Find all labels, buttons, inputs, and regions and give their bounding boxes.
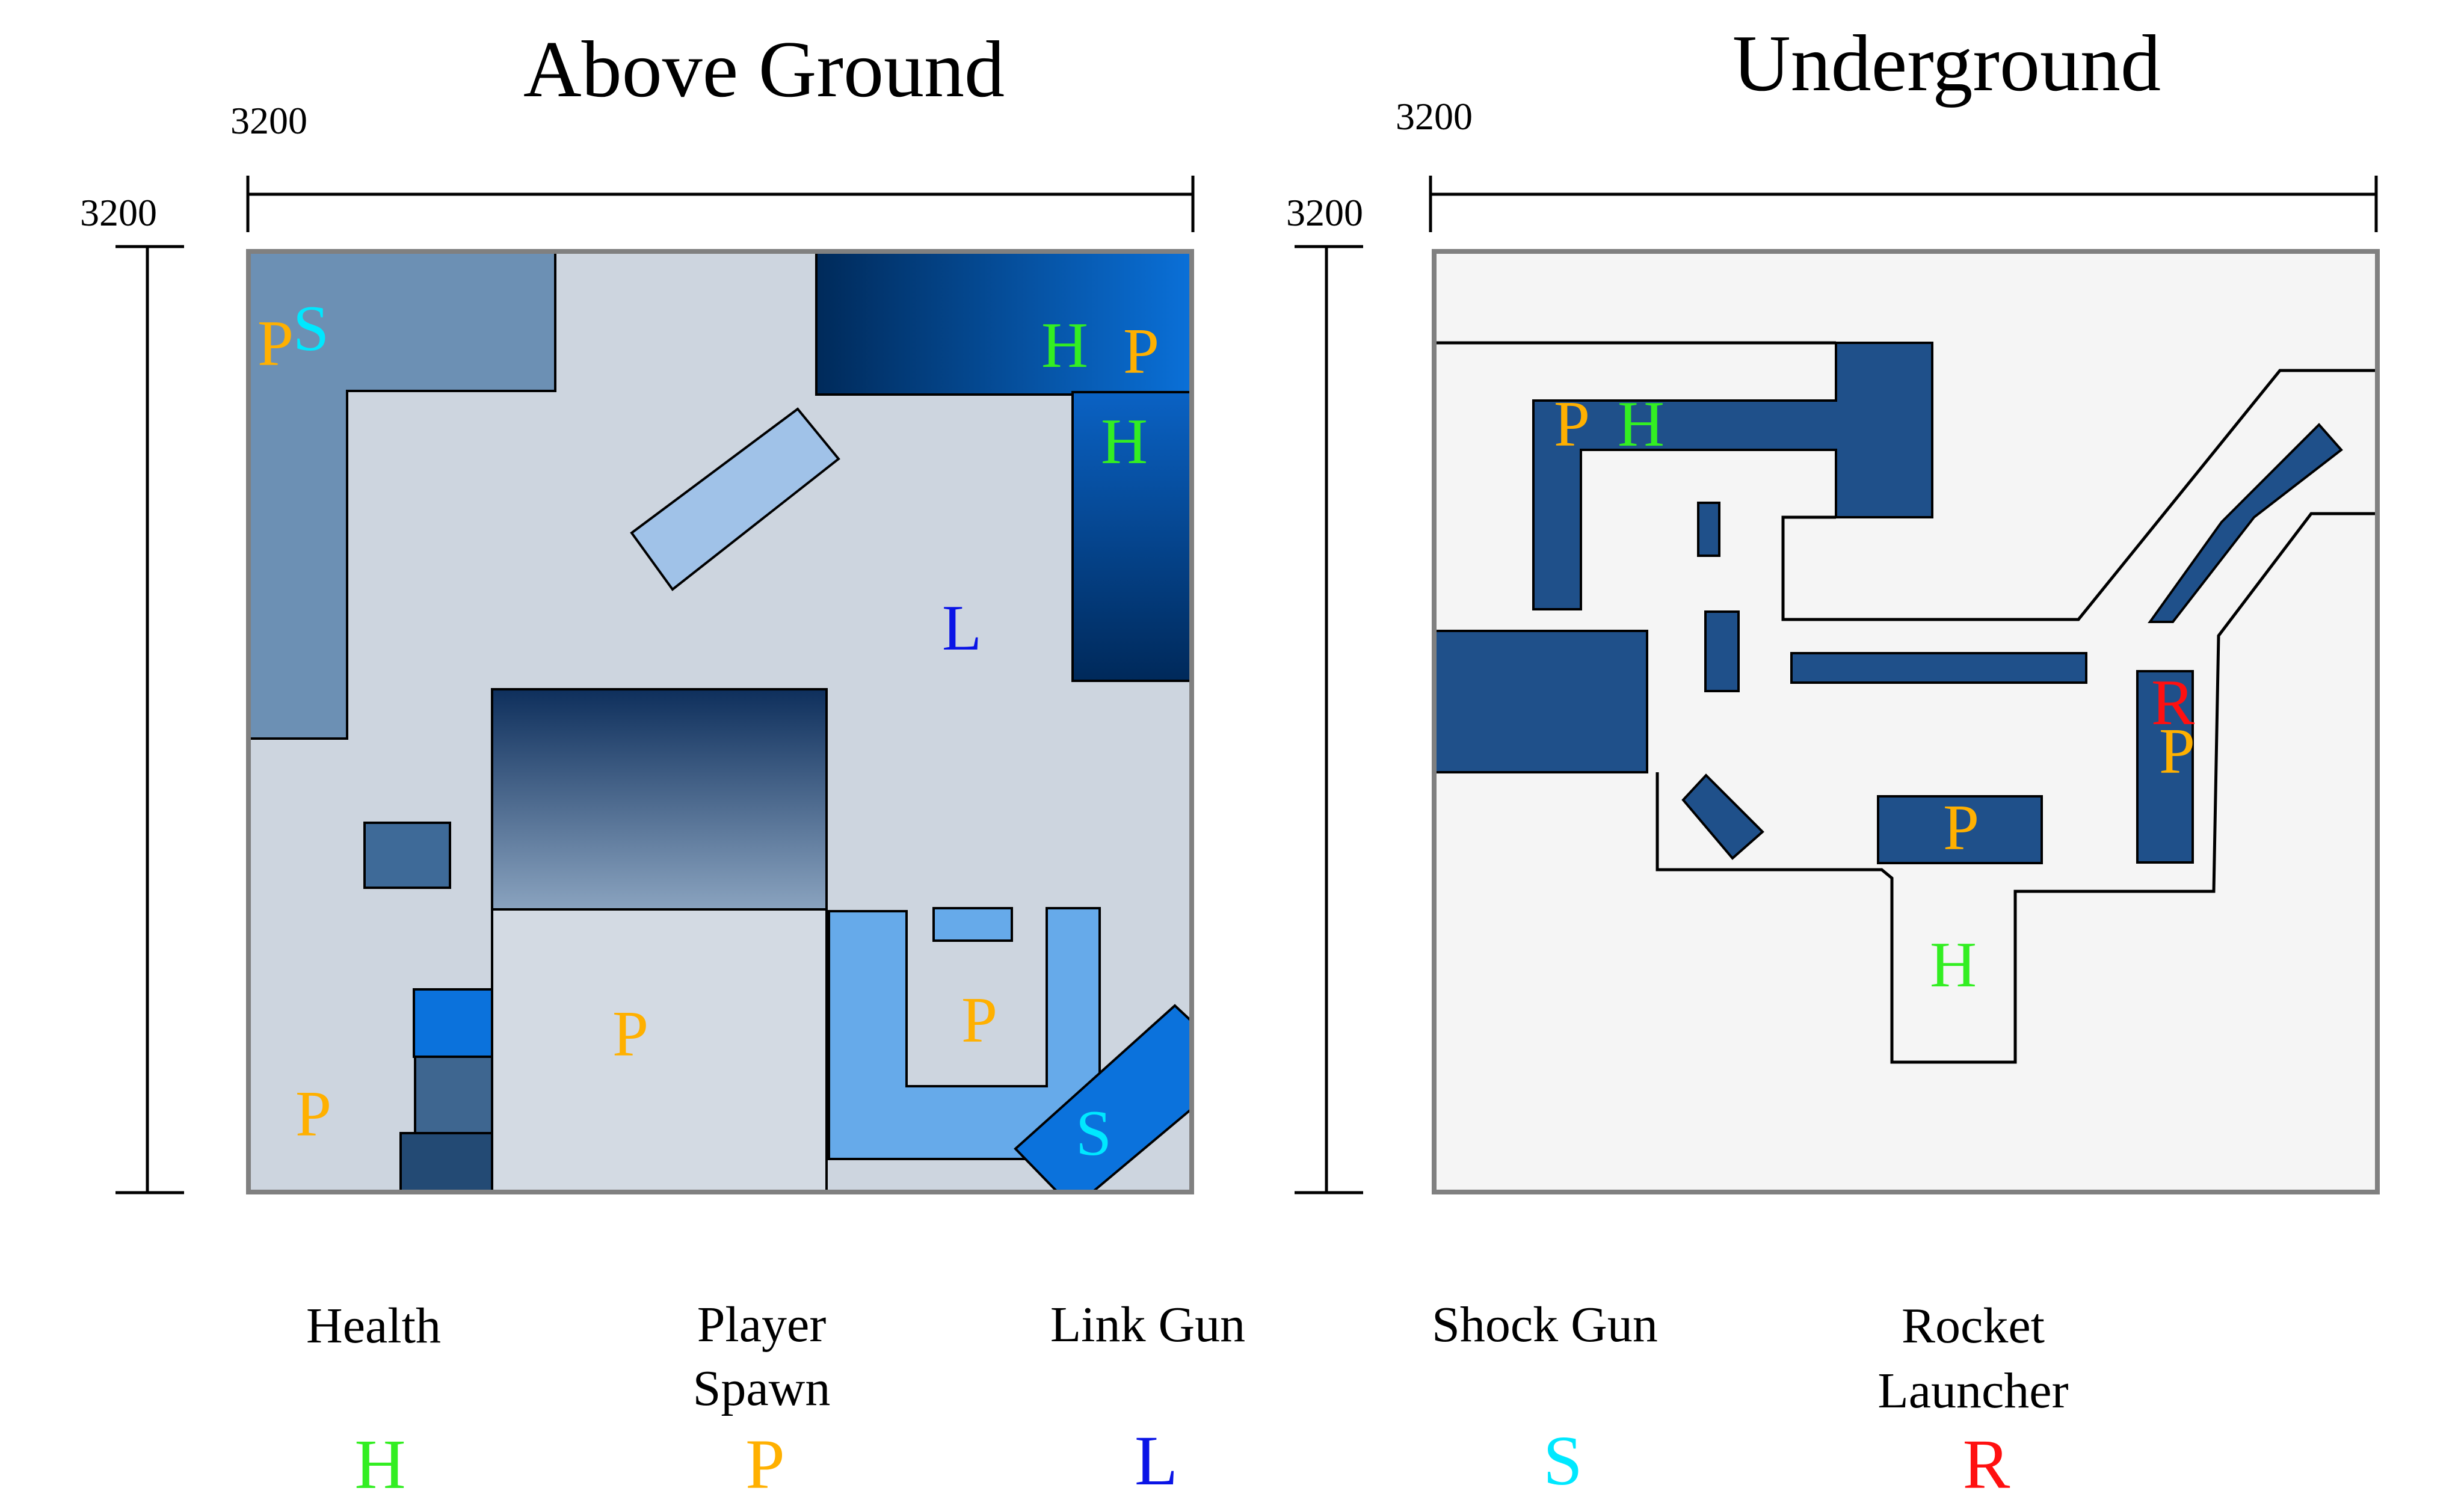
marker-player-spawn: P [1123,316,1159,387]
above-width-label: 3200 [230,99,307,142]
legend: Health H Player Spawn P Link Gun L Shock… [306,1297,2069,1500]
marker-link-gun: L [942,592,982,664]
above-ground-map [246,249,1194,1194]
under-diagonal-ramp [2148,423,2343,623]
above-small-ledge [932,907,1013,942]
under-diamond-block [1681,773,1764,860]
above-center-building [491,688,828,911]
legend-item-shock-gun: Shock Gun S [1432,1297,1658,1500]
legend-label: Player [697,1297,827,1353]
marker-player-spawn: P [961,985,997,1056]
legend-label: Launcher [1877,1363,2068,1419]
legend-label: Rocket [1902,1298,2045,1354]
legend-item-health: Health H [306,1298,441,1500]
above-width-dimension: 3200 [230,99,1195,232]
under-spawn-block [1877,795,2043,864]
marker-health: H [1101,406,1148,478]
marker-health: H [1930,929,1977,1001]
legend-symbol-health: H [354,1425,405,1500]
under-map-frame [1432,249,2380,1194]
above-stack-top [413,988,493,1058]
legend-item-player-spawn: Player Spawn P [693,1297,831,1500]
under-height-label: 3200 [1286,191,1363,234]
under-small-block-2 [1704,610,1740,692]
marker-player-spawn: P [2159,716,2195,787]
above-height-dimension: 3200 [80,191,184,1194]
marker-player-spawn: P [1554,389,1590,460]
legend-symbol-shock: S [1543,1421,1583,1500]
above-right-column-building [1071,391,1193,682]
above-bottom-center-area [491,908,828,1193]
under-height-dimension: 3200 [1286,191,1363,1194]
under-l-shaped-block [1532,342,1933,610]
legend-item-link-gun: Link Gun L [1050,1297,1245,1500]
legend-symbol-spawn: P [745,1425,785,1500]
marker-player-spawn: P [1943,792,1979,864]
underground-map [1432,249,2380,1194]
under-tunnel-outline [1434,341,2377,1064]
above-height-label: 3200 [80,191,157,234]
marker-shock-gun: S [293,293,329,364]
marker-player-spawn: P [612,998,648,1070]
legend-label: Spawn [693,1360,831,1416]
above-u-shaped-area [828,907,1101,1160]
above-angled-platform [630,407,840,591]
above-ground-title: Above Ground [523,25,1005,114]
legend-label: Link Gun [1050,1297,1245,1353]
marker-rocket-launcher: R [2151,667,2194,739]
marker-shock-gun: S [1076,1098,1112,1169]
above-stack-bottom [399,1132,493,1193]
marker-player-spawn: P [257,308,294,380]
under-width-label: 3200 [1396,95,1473,138]
under-width-dimension: 3200 [1396,95,2378,232]
above-map-frame [246,249,1194,1194]
legend-symbol-rocket: R [1963,1425,2010,1500]
above-top-right-building [815,250,1193,396]
under-rocket-block [2136,670,2194,864]
above-small-block [363,822,451,889]
marker-player-spawn: P [295,1078,331,1150]
legend-label: Health [306,1298,441,1354]
under-large-left-block [1433,630,1648,773]
underground-title: Underground [1732,19,2161,108]
legend-symbol-link: L [1135,1421,1178,1500]
legend-label: Shock Gun [1432,1297,1658,1353]
under-long-bar [1790,652,2087,684]
legend-item-rocket-launcher: Rocket Launcher R [1877,1298,2068,1500]
under-small-block-1 [1697,502,1720,557]
above-stack-middle [414,1056,493,1134]
marker-health: H [1618,389,1665,460]
marker-health: H [1041,310,1088,381]
